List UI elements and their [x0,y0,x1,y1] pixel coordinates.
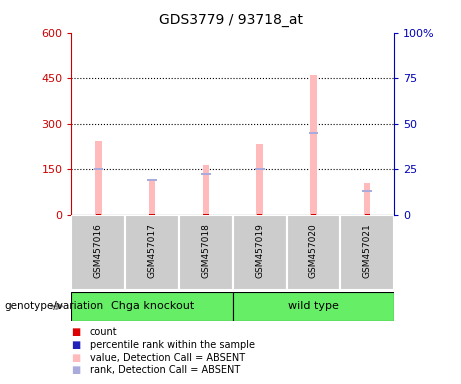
Text: GSM457017: GSM457017 [148,223,157,278]
Text: wild type: wild type [288,301,339,311]
Bar [125,215,179,290]
Text: GSM457019: GSM457019 [255,223,264,278]
Bar [203,214,208,215]
Text: GSM457016: GSM457016 [94,223,103,278]
Text: value, Detection Call = ABSENT: value, Detection Call = ABSENT [90,353,245,362]
Text: GSM457021: GSM457021 [363,223,372,278]
Bar [256,144,263,215]
Bar [287,215,340,290]
Bar [71,292,233,321]
Text: ■: ■ [71,353,81,362]
Bar [309,132,318,134]
Bar [203,165,209,215]
Bar [257,214,262,215]
Bar [95,141,101,215]
Bar [94,168,103,170]
Text: genotype/variation: genotype/variation [5,301,104,311]
Text: GDS3779 / 93718_at: GDS3779 / 93718_at [159,13,302,27]
Bar [233,215,287,290]
Text: Chga knockout: Chga knockout [111,301,194,311]
Bar [149,180,155,215]
Bar [255,168,265,170]
Text: percentile rank within the sample: percentile rank within the sample [90,340,255,350]
Bar [233,292,394,321]
Text: GSM457020: GSM457020 [309,223,318,278]
Bar [148,179,157,181]
Text: count: count [90,327,118,337]
Text: GSM457018: GSM457018 [201,223,210,278]
Text: ■: ■ [71,340,81,350]
Bar [149,214,155,215]
Bar [311,214,316,215]
Bar [310,75,317,215]
Bar [71,215,125,290]
Text: ■: ■ [71,327,81,337]
Bar [362,190,372,192]
Bar [365,214,370,215]
Text: rank, Detection Call = ABSENT: rank, Detection Call = ABSENT [90,365,240,375]
Bar [340,215,394,290]
Text: ■: ■ [71,365,81,375]
Bar [179,215,233,290]
Bar [96,214,101,215]
Bar [201,173,211,175]
Bar [364,183,371,215]
